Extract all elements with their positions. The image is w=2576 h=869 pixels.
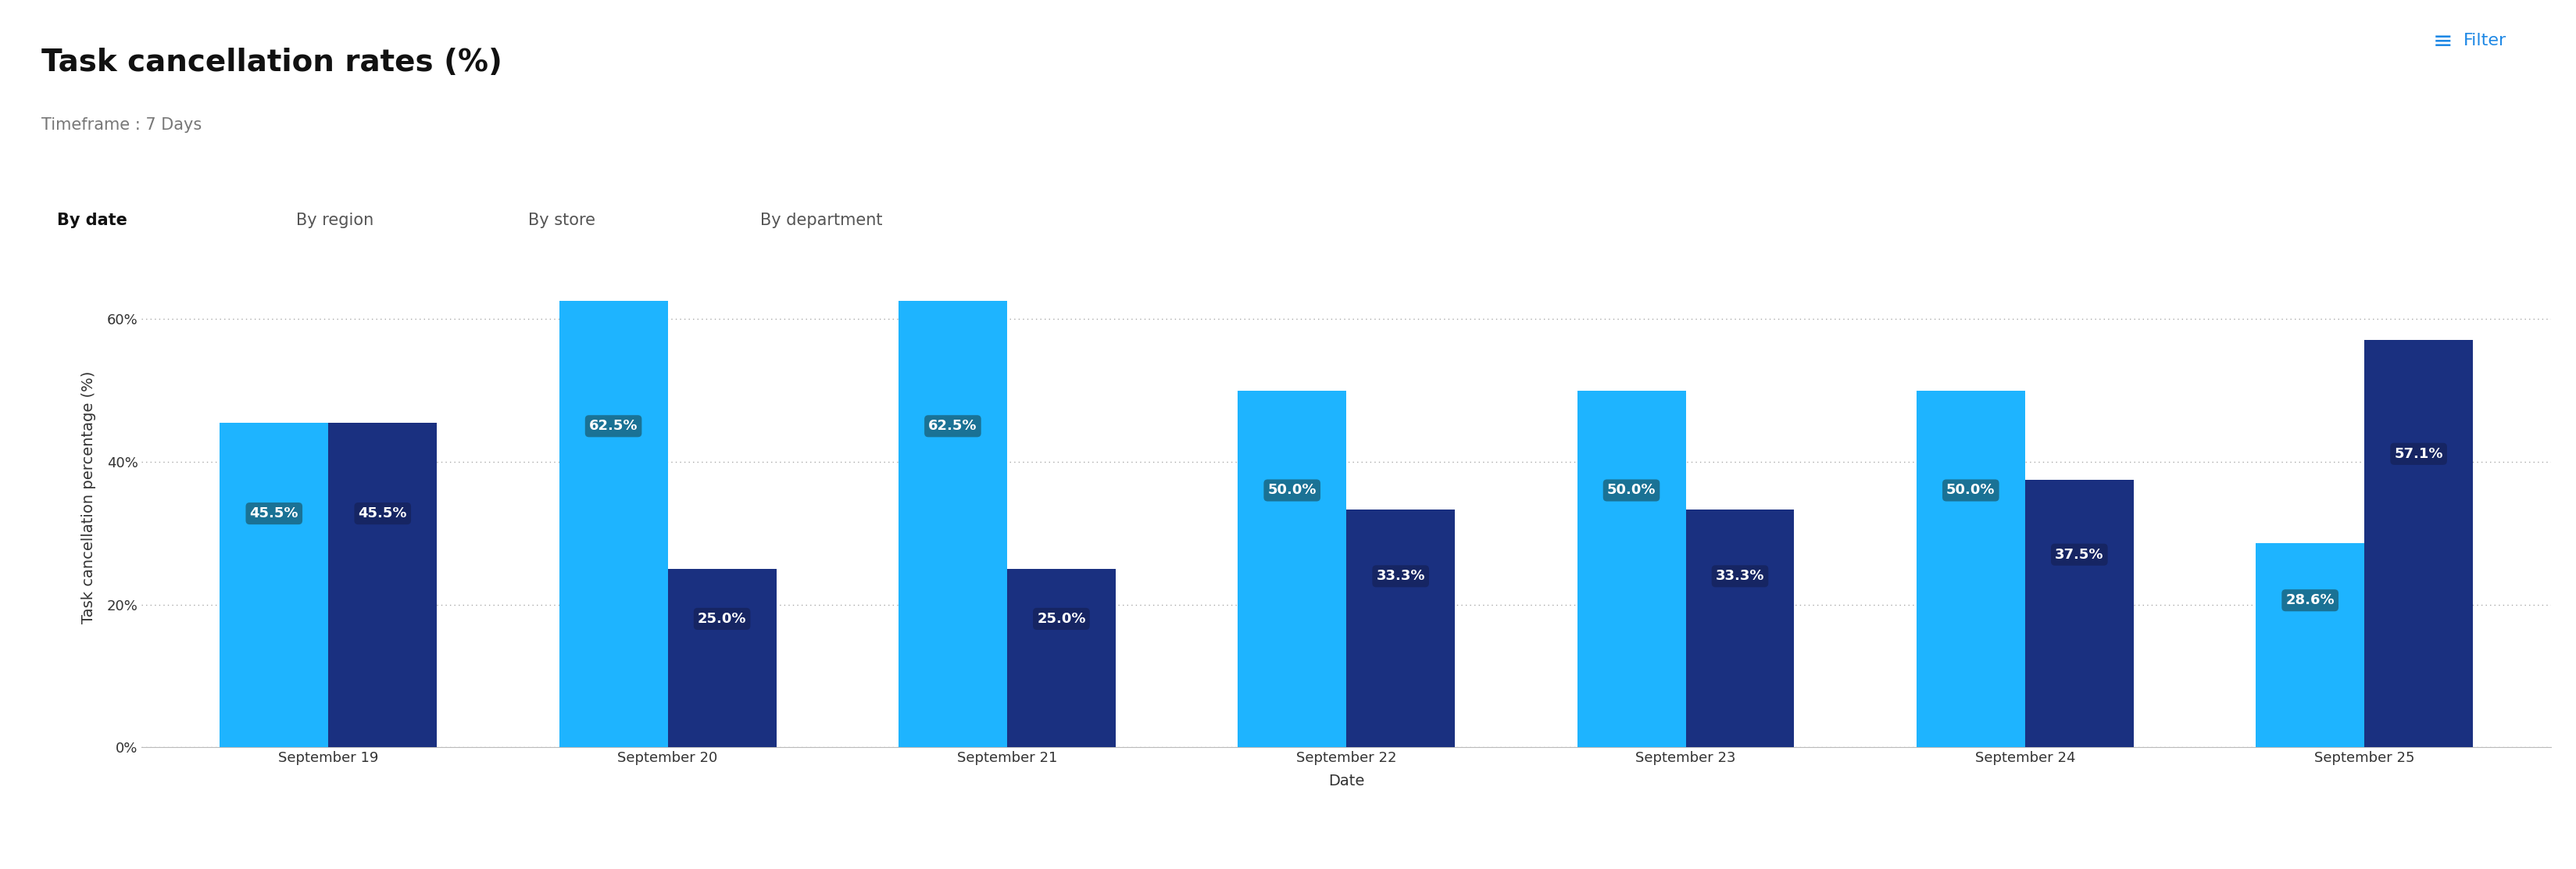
X-axis label: Date: Date [1327, 774, 1365, 789]
Bar [667, 569, 775, 747]
Bar [1347, 509, 1455, 747]
Bar [1236, 390, 1347, 747]
Y-axis label: Task cancellation percentage (%): Task cancellation percentage (%) [80, 371, 95, 624]
Bar [1007, 569, 1115, 747]
Bar [1917, 390, 2025, 747]
Text: 62.5%: 62.5% [590, 419, 639, 433]
Bar [2365, 340, 2473, 747]
Text: 37.5%: 37.5% [2053, 547, 2102, 561]
Text: By region: By region [296, 213, 374, 229]
Text: 45.5%: 45.5% [358, 507, 407, 521]
Text: 50.0%: 50.0% [1267, 483, 1316, 497]
Text: 50.0%: 50.0% [1945, 483, 1994, 497]
Text: 28.6%: 28.6% [2285, 594, 2334, 607]
Text: 62.5%: 62.5% [927, 419, 976, 433]
Bar [219, 422, 327, 747]
Text: 25.0%: 25.0% [698, 612, 747, 626]
Text: Task cancellation rates (%): Task cancellation rates (%) [41, 48, 502, 77]
Bar [899, 302, 1007, 747]
Text: 33.3%: 33.3% [1716, 569, 1765, 583]
Text: 50.0%: 50.0% [1607, 483, 1656, 497]
Text: By date: By date [57, 213, 126, 229]
Bar [2254, 543, 2365, 747]
Text: By store: By store [528, 213, 595, 229]
Text: Filter: Filter [2463, 33, 2506, 49]
Text: By department: By department [760, 213, 881, 229]
Bar [559, 302, 667, 747]
Text: 57.1%: 57.1% [2393, 447, 2442, 461]
Bar [327, 422, 438, 747]
Text: Timeframe : 7 Days: Timeframe : 7 Days [41, 117, 201, 133]
Text: 25.0%: 25.0% [1036, 612, 1084, 626]
Bar [1577, 390, 1685, 747]
Bar [2025, 480, 2133, 747]
Text: 45.5%: 45.5% [250, 507, 299, 521]
Text: 33.3%: 33.3% [1376, 569, 1425, 583]
Text: ≡: ≡ [2432, 30, 2452, 53]
Bar [1685, 509, 1793, 747]
